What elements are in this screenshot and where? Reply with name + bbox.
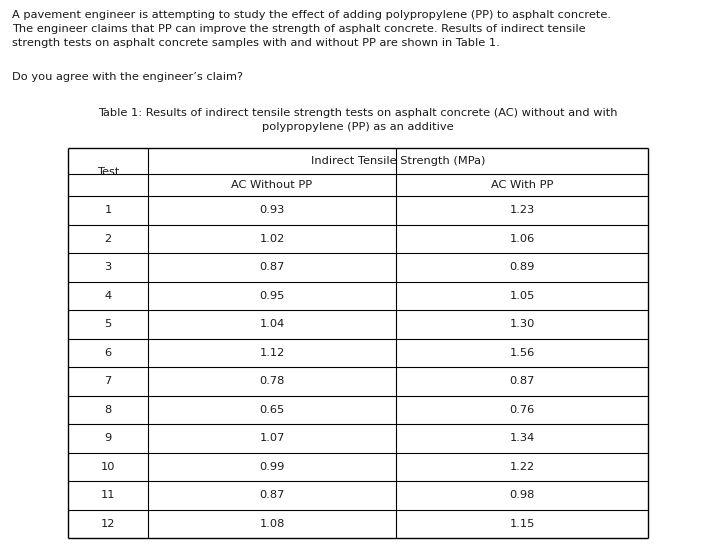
Text: 0.99: 0.99: [259, 462, 285, 472]
Text: 1.02: 1.02: [259, 234, 285, 244]
Text: 0.87: 0.87: [259, 262, 285, 272]
Text: 4: 4: [105, 291, 112, 301]
Text: 5: 5: [105, 319, 112, 329]
Text: 6: 6: [105, 348, 112, 358]
Text: 1.12: 1.12: [259, 348, 285, 358]
Text: Indirect Tensile Strength (MPa): Indirect Tensile Strength (MPa): [311, 156, 485, 166]
Text: 8: 8: [105, 405, 112, 415]
Text: 2: 2: [105, 234, 112, 244]
Text: 1.56: 1.56: [509, 348, 534, 358]
Text: 1.23: 1.23: [509, 205, 534, 215]
Text: 12: 12: [101, 519, 115, 529]
Text: 0.98: 0.98: [509, 490, 534, 500]
Text: 10: 10: [101, 462, 115, 472]
Text: Table 1: Results of indirect tensile strength tests on asphalt concrete (AC) wit: Table 1: Results of indirect tensile str…: [98, 108, 618, 118]
Text: Test: Test: [97, 167, 119, 177]
Text: 1.30: 1.30: [509, 319, 534, 329]
Text: 1.15: 1.15: [509, 519, 534, 529]
Text: 0.76: 0.76: [509, 405, 534, 415]
Text: 9: 9: [105, 433, 112, 443]
Text: AC Without PP: AC Without PP: [231, 180, 312, 190]
Text: 1.07: 1.07: [259, 433, 285, 443]
Text: polypropylene (PP) as an additive: polypropylene (PP) as an additive: [262, 122, 454, 132]
Text: 1.08: 1.08: [259, 519, 285, 529]
Text: 1.05: 1.05: [509, 291, 534, 301]
Text: 0.95: 0.95: [259, 291, 285, 301]
Text: 1: 1: [105, 205, 112, 215]
Text: 0.87: 0.87: [259, 490, 285, 500]
Text: 1.06: 1.06: [509, 234, 534, 244]
Text: strength tests on asphalt concrete samples with and without PP are shown in Tabl: strength tests on asphalt concrete sampl…: [12, 38, 500, 48]
Text: 0.93: 0.93: [259, 205, 285, 215]
Text: 0.89: 0.89: [509, 262, 534, 272]
Text: 1.22: 1.22: [510, 462, 534, 472]
Text: 3: 3: [105, 262, 112, 272]
Text: 0.65: 0.65: [259, 405, 285, 415]
Text: 0.87: 0.87: [509, 376, 534, 386]
Text: The engineer claims that PP can improve the strength of asphalt concrete. Result: The engineer claims that PP can improve …: [12, 24, 585, 34]
Text: 1.34: 1.34: [509, 433, 534, 443]
Text: 0.78: 0.78: [259, 376, 285, 386]
Text: Do you agree with the engineer’s claim?: Do you agree with the engineer’s claim?: [12, 72, 243, 82]
Text: 11: 11: [101, 490, 115, 500]
Text: A pavement engineer is attempting to study the effect of adding polypropylene (P: A pavement engineer is attempting to stu…: [12, 10, 611, 20]
Text: 7: 7: [105, 376, 112, 386]
Text: AC With PP: AC With PP: [491, 180, 553, 190]
Text: 1.04: 1.04: [259, 319, 285, 329]
